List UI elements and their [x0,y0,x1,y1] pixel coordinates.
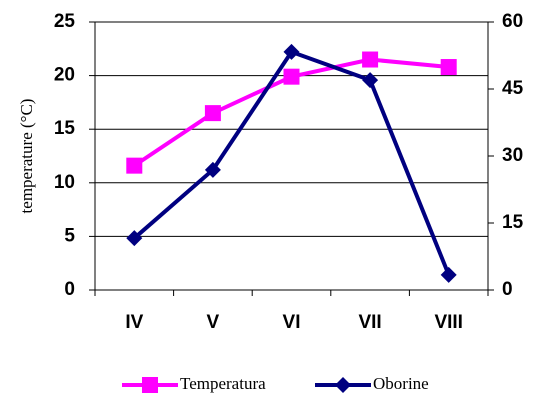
y-tick-label: 5 [64,225,75,246]
y2-tick-label: 0 [502,279,513,300]
legend-marker [335,377,351,393]
y2-tick-label: 30 [502,145,523,166]
y-tick-label: 15 [54,118,76,139]
point [362,51,379,68]
series-line [132,49,451,276]
point [440,266,457,283]
x-tick-label: VI [283,312,301,333]
point [283,43,300,60]
point [440,59,457,76]
x-tick-label: VIII [434,312,463,333]
y-tick-label: 10 [54,172,75,193]
x-tick-label: IV [125,312,143,333]
y2-tick-label: 45 [502,78,524,99]
point [362,72,379,89]
y2-tick-label: 15 [502,212,524,233]
x-tick-label: VII [358,312,381,333]
y2-tick-label: 60 [502,11,523,32]
point [283,68,300,85]
y-tick-label: 0 [64,279,75,300]
point [204,105,221,122]
y-axis-label: temperature (°C) [17,99,36,214]
legend-marker [142,377,158,393]
y-tick-label: 20 [54,65,75,86]
legend-label: Oborine [373,374,429,393]
point [126,157,143,174]
legend-label: Temperatura [180,374,266,393]
point [126,230,143,247]
x-tick-label: V [207,312,220,333]
y-tick-label: 25 [54,11,76,32]
point [204,161,221,178]
